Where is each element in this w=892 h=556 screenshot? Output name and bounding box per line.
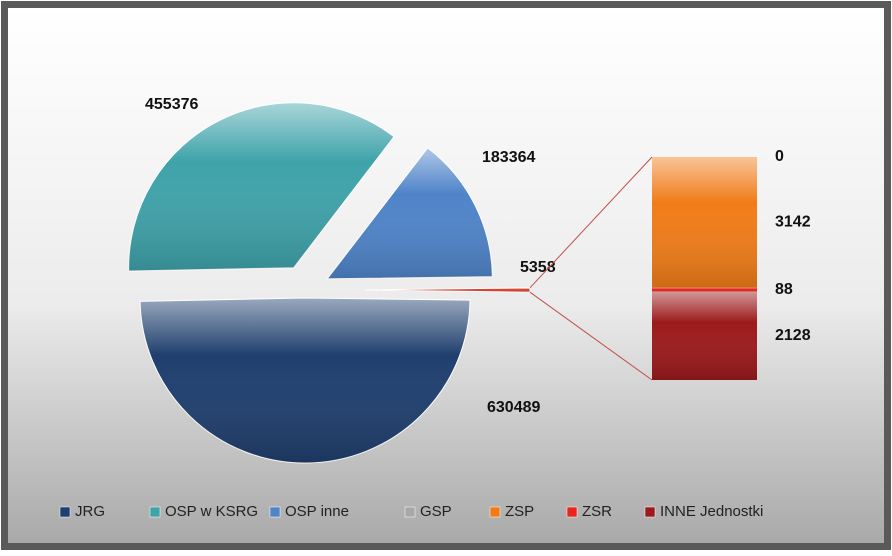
legend-label: GSP (420, 503, 452, 520)
data-label: 183364 (482, 149, 535, 166)
legend-swatch (489, 506, 501, 518)
legend-swatch (404, 506, 416, 518)
bar-shine (652, 157, 757, 288)
bar-shine (652, 287, 757, 292)
data-label: 3142 (775, 214, 811, 231)
legend-label: OSP inne (285, 503, 349, 520)
data-label: 2128 (775, 327, 811, 344)
data-label: 5358 (520, 259, 556, 276)
connector (529, 291, 653, 381)
data-label: 0 (775, 148, 784, 165)
legend-swatch (59, 506, 71, 518)
legend-label: INNE Jednostki (660, 503, 763, 520)
legend-swatch (269, 506, 281, 518)
legend-swatch (149, 506, 161, 518)
legend-label: OSP w KSRG (165, 503, 258, 520)
connector (529, 156, 653, 289)
data-label: 455376 (145, 96, 198, 113)
bar-shine (652, 291, 757, 380)
data-label: 630489 (487, 399, 540, 416)
data-label: 88 (775, 281, 793, 298)
legend-swatch (566, 506, 578, 518)
legend-label: ZSR (582, 503, 612, 520)
legend-swatch (644, 506, 656, 518)
legend-label: ZSP (505, 503, 534, 520)
legend-label: JRG (75, 503, 105, 520)
